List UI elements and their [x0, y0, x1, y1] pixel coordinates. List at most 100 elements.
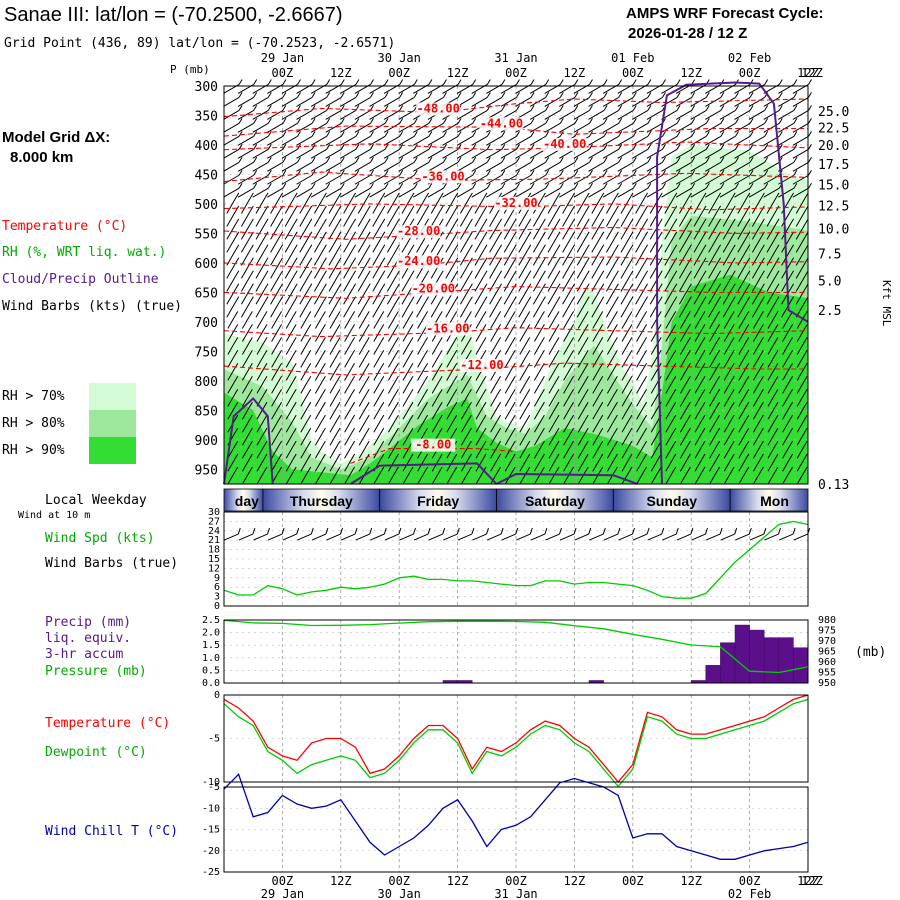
temperature-tick-label: 0	[214, 690, 220, 701]
wind-barb-feather	[395, 296, 400, 302]
wind-barb-feather	[632, 144, 637, 150]
wind-barb	[255, 249, 266, 266]
wind-barb	[751, 301, 762, 318]
wind-barb-feather	[790, 257, 795, 264]
wind-barb-feather	[511, 401, 516, 408]
windchill-tick-label: -20	[202, 846, 220, 857]
wind-barb-feather	[673, 244, 678, 251]
wind-barb-feather	[789, 466, 794, 473]
wind-barb-feather	[267, 118, 272, 124]
wind-barb-feather	[511, 414, 516, 421]
wind-barb-feather	[774, 350, 779, 356]
wind-barb-feather	[410, 205, 415, 212]
wind-barb	[795, 197, 806, 214]
wind-barb	[752, 419, 761, 433]
wind-barb	[563, 458, 572, 472]
wind-barb-feather	[759, 363, 764, 369]
wind-barb	[621, 406, 630, 420]
wind-barb-feather	[263, 440, 268, 447]
wind-barb	[413, 161, 430, 172]
wind-barb-feather	[292, 414, 297, 421]
wind-barb	[373, 316, 382, 329]
wind-barb-feather	[512, 257, 517, 264]
weekday-name: day	[235, 493, 259, 509]
wind-barb-feather	[486, 79, 491, 85]
wind-barb	[693, 275, 704, 292]
wind-barb-feather	[326, 157, 331, 163]
wind-barb	[606, 342, 615, 355]
pressure-tick-label: 950	[195, 463, 218, 478]
wind-barb	[504, 419, 513, 433]
wind-speed-tick-label: 21	[208, 535, 220, 546]
wind-barb	[328, 301, 339, 318]
wind-barb-feather	[749, 157, 754, 163]
wind-barb-feather	[559, 182, 564, 189]
wind-barb	[329, 419, 338, 433]
wind-barb-feather	[238, 118, 243, 124]
wind-barb	[678, 197, 689, 214]
wind-barb	[738, 419, 747, 433]
pressure-label: Pressure (mb)	[45, 664, 147, 679]
wind-barb-feather	[647, 144, 652, 150]
wind-barb-feather	[443, 118, 447, 124]
wind-barb	[314, 368, 323, 381]
wind-barb-feather	[292, 388, 297, 395]
wind-barb	[314, 393, 323, 407]
wind-barb-feather	[264, 283, 269, 289]
wind-barb	[605, 223, 616, 240]
wind-barb	[519, 368, 528, 381]
wind-barb	[299, 210, 310, 227]
wind-barb-feather	[570, 375, 575, 382]
wind-barb	[427, 122, 444, 133]
wind-barb-feather	[248, 350, 253, 356]
wind-barb-feather	[629, 244, 634, 251]
wind-barb-feather	[424, 311, 429, 317]
wind-barb	[518, 288, 529, 305]
wind-barb-feather	[647, 157, 652, 163]
wind-barb-feather	[336, 375, 341, 382]
wind-barb-feather	[530, 118, 535, 124]
wind-barb-feather	[381, 192, 386, 199]
wind-barb	[372, 275, 383, 292]
wind-barb-feather	[673, 296, 678, 302]
wind-barb	[678, 301, 689, 318]
wind-barb-feather	[467, 453, 472, 460]
cloud-outline	[656, 81, 809, 485]
wind-barb-feather	[409, 414, 414, 421]
wind-barb-feather	[555, 414, 560, 421]
wind-barb	[475, 432, 484, 446]
wind-barb	[635, 275, 646, 292]
wind-barb	[386, 210, 397, 227]
wind-barb-feather	[705, 182, 710, 189]
wind-barb-feather	[613, 388, 618, 395]
wind-barb	[475, 342, 484, 355]
wind-barb	[602, 187, 619, 198]
wind-barb	[471, 148, 488, 159]
kft-tick-label: 5.0	[818, 275, 841, 290]
wind-barb	[548, 316, 557, 329]
wind-barb	[402, 316, 411, 329]
wind-barb	[402, 342, 411, 355]
surface-wind-barb	[267, 533, 283, 541]
windchill-tick-label: -15	[202, 825, 220, 836]
wind-barb-feather	[381, 257, 386, 264]
surface-wind-barb	[486, 533, 502, 541]
wind-barb-feather	[716, 363, 721, 369]
wind-barb	[588, 148, 605, 159]
wind-barb	[620, 288, 631, 305]
wind-barb	[284, 236, 295, 253]
wind-barb-feather	[691, 92, 696, 98]
wind-barb	[329, 445, 338, 459]
surface-wind-barb-feather	[748, 527, 752, 535]
surface-wind-barb-feather	[471, 527, 475, 535]
wind-barb	[500, 187, 517, 198]
wind-barb-feather	[778, 92, 783, 98]
wind-barb	[620, 262, 631, 279]
wind-barb-feather	[308, 270, 313, 276]
wind-barb-feather	[340, 157, 345, 163]
wind-barb-feather	[808, 79, 812, 85]
isotherm-label-bg	[479, 117, 524, 131]
wind-barb	[664, 210, 675, 227]
wind-barb-feather	[438, 363, 443, 369]
wind-barb-feather	[439, 205, 444, 212]
